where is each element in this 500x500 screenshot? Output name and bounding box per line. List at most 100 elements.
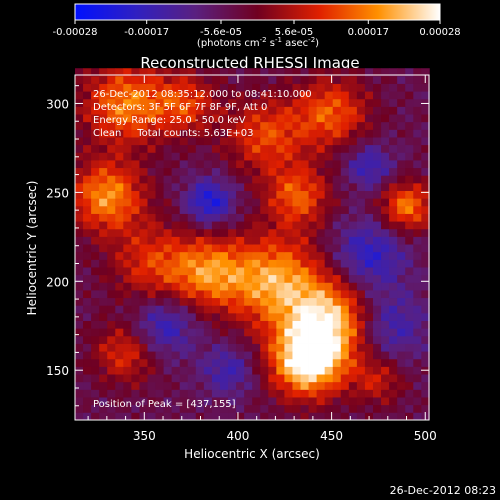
heatmap-cell (107, 389, 116, 398)
heatmap-cell (292, 205, 301, 214)
heatmap-cell (236, 144, 245, 153)
heatmap-cell (244, 290, 253, 299)
heatmap-cell (123, 282, 132, 291)
heatmap-cell (99, 244, 108, 253)
heatmap-cell (292, 190, 301, 199)
heatmap-cell (421, 251, 430, 260)
heatmap-cell (236, 175, 245, 184)
heatmap-cell (228, 91, 237, 100)
heatmap-cell (236, 358, 245, 367)
heatmap-cell (228, 213, 237, 222)
heatmap-cell (139, 137, 148, 146)
heatmap-cell (155, 106, 164, 115)
heatmap-cell (195, 91, 205, 100)
heatmap-cell (195, 137, 205, 146)
heatmap-cell (397, 137, 406, 146)
heatmap-cell (300, 351, 309, 360)
heatmap-cell (155, 68, 164, 77)
heatmap-cell (195, 75, 205, 84)
heatmap-cell (389, 221, 398, 230)
heatmap-cell (405, 351, 414, 360)
heatmap-cell (332, 297, 342, 306)
heatmap-cell (107, 290, 116, 299)
heatmap-cell (236, 236, 245, 245)
heatmap-cell (203, 175, 213, 184)
heatmap-cell (91, 404, 100, 413)
heatmap-cell (155, 182, 164, 191)
heatmap-cell (413, 358, 422, 367)
heatmap-cell (348, 389, 358, 398)
heatmap-cell (91, 312, 100, 321)
heatmap-cell (284, 374, 293, 383)
heatmap-cell (219, 412, 229, 421)
heatmap-cell (413, 343, 422, 352)
heatmap-cell (171, 144, 181, 153)
heatmap-cell (405, 343, 414, 352)
heatmap-cell (219, 221, 229, 230)
heatmap-cell (260, 68, 269, 77)
heatmap-cell (405, 389, 414, 398)
heatmap-cell (413, 228, 422, 237)
heatmap-cell (413, 175, 422, 184)
heatmap-cell (219, 129, 229, 138)
heatmap-cell (211, 205, 221, 214)
heatmap-cell (203, 198, 213, 207)
heatmap-cell (131, 366, 140, 375)
heatmap-cell (397, 182, 406, 191)
heatmap-cell (155, 236, 164, 245)
heatmap-cell (332, 259, 342, 268)
heatmap-cell (211, 320, 221, 329)
heatmap-cell (405, 358, 414, 367)
heatmap-cell (300, 397, 309, 406)
heatmap-cell (332, 190, 342, 199)
heatmap-cell (260, 175, 269, 184)
heatmap-cell (123, 98, 132, 107)
heatmap-cell (340, 152, 350, 161)
heatmap-cell (300, 335, 309, 344)
heatmap-cell (236, 160, 245, 169)
heatmap-cell (356, 106, 366, 115)
heatmap-cell (421, 389, 430, 398)
heatmap-cell (115, 83, 124, 92)
heatmap-cell (284, 182, 293, 191)
heatmap-cell (316, 389, 326, 398)
heatmap-cell (107, 182, 116, 191)
heatmap-cell (308, 244, 318, 253)
heatmap-cell (348, 198, 358, 207)
heatmap-cell (99, 198, 108, 207)
heatmap-cell (139, 91, 148, 100)
heatmap-cell (421, 228, 430, 237)
heatmap-cell (292, 106, 301, 115)
heatmap-cell (389, 320, 398, 329)
heatmap-cell (381, 167, 390, 176)
heatmap-cell (348, 267, 358, 276)
heatmap-cell (211, 305, 221, 314)
heatmap-cell (364, 198, 374, 207)
heatmap-cell (284, 328, 293, 337)
heatmap-cell (364, 274, 374, 283)
heatmap-cell (244, 366, 253, 375)
heatmap-cell (187, 228, 197, 237)
heatmap-cell (276, 274, 285, 283)
heatmap-cell (123, 274, 132, 283)
heatmap-cell (276, 152, 285, 161)
heatmap-cell (284, 137, 293, 146)
heatmap-cell (292, 114, 301, 123)
heatmap-cell (324, 152, 334, 161)
heatmap-cell (131, 244, 140, 253)
heatmap-cell (99, 381, 108, 390)
heatmap-cell (171, 305, 181, 314)
heatmap-cell (179, 190, 189, 199)
heatmap-cell (211, 68, 221, 77)
heatmap-cell (364, 397, 374, 406)
heatmap-cell (373, 114, 382, 123)
heatmap-cell (276, 228, 285, 237)
heatmap-cell (195, 351, 205, 360)
heatmap-cell (187, 404, 197, 413)
heatmap-cell (389, 305, 398, 314)
heatmap-cell (147, 374, 156, 383)
heatmap-cell (364, 351, 374, 360)
heatmap-cell (332, 68, 342, 77)
heatmap-cell (356, 351, 366, 360)
heatmap-cell (316, 129, 326, 138)
